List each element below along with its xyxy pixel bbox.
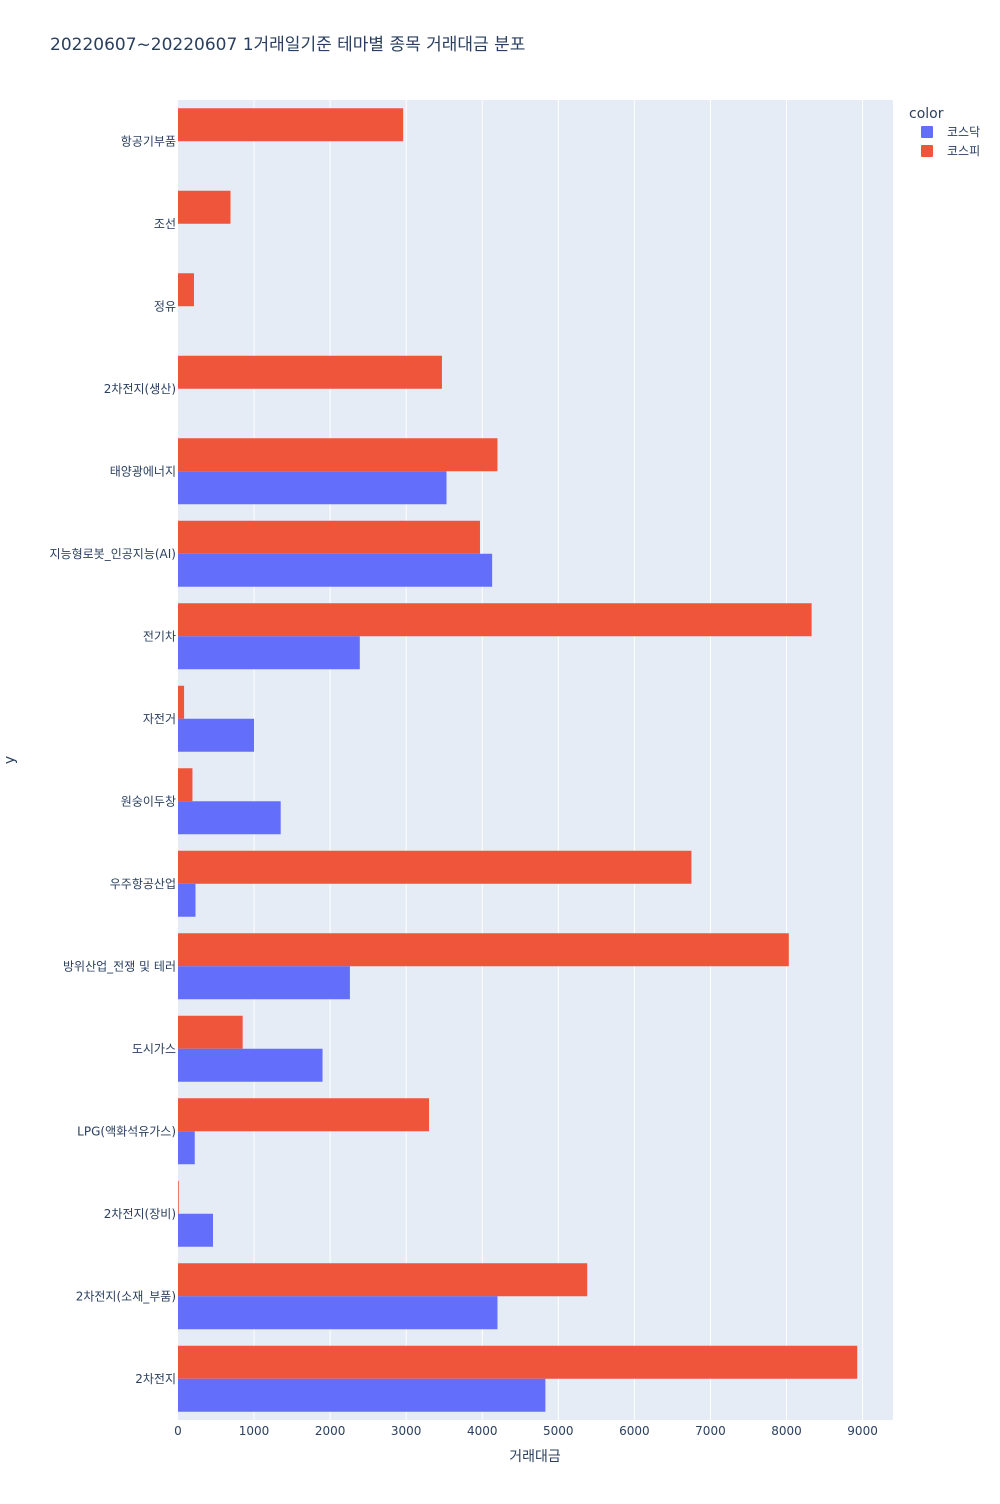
bar-kospi[interactable] — [178, 190, 231, 224]
y-tick-label: 전기차 — [143, 629, 176, 643]
y-tick-label: 우주항공산업 — [110, 877, 176, 891]
bar-kosdaq[interactable] — [178, 553, 493, 587]
bar-kospi[interactable] — [178, 685, 185, 719]
bars — [178, 108, 858, 1412]
legend-swatch-kosdaq — [921, 126, 933, 138]
chart-title: 20220607~20220607 1거래일기준 테마별 종목 거래대금 분포 — [50, 35, 525, 55]
bar-kosdaq[interactable] — [178, 636, 360, 670]
bar-kospi[interactable] — [178, 768, 193, 802]
legend-swatch-kospi — [921, 145, 933, 157]
legend-title: color — [909, 106, 944, 122]
y-tick-label: 방위산업_전쟁 및 테러 — [63, 959, 176, 973]
bar-kospi[interactable] — [178, 603, 812, 637]
x-tick-label: 9000 — [847, 1424, 878, 1438]
x-tick-label: 5000 — [543, 1424, 574, 1438]
plot-area — [178, 100, 893, 1420]
x-tick-label: 0 — [174, 1424, 182, 1438]
y-tick-label: 지능형로봇_인공지능(AI) — [50, 547, 176, 561]
x-tick-label: 8000 — [771, 1424, 802, 1438]
x-tick-label: 2000 — [315, 1424, 346, 1438]
legend-item-kosdaq[interactable]: 코스닥 — [921, 125, 980, 139]
legend-label-kospi: 코스피 — [947, 144, 980, 158]
x-tick-label: 6000 — [619, 1424, 650, 1438]
y-tick-label: 조선 — [154, 217, 176, 231]
bar-kosdaq[interactable] — [178, 966, 350, 1000]
bar-kospi[interactable] — [178, 108, 404, 142]
bar-kospi[interactable] — [178, 273, 194, 307]
y-tick-label: 원숭이두창 — [121, 794, 176, 808]
y-axis-title: y — [2, 756, 18, 764]
bar-kosdaq[interactable] — [178, 801, 281, 835]
x-tick-labels: 0 1000 2000 3000 4000 5000 6000 7000 8000 9000 — [174, 1424, 878, 1438]
bar-kosdaq[interactable] — [178, 1048, 323, 1082]
y-tick-label: 태양광에너지 — [110, 464, 176, 478]
bar-kosdaq[interactable] — [178, 1131, 195, 1165]
y-tick-label: 2차전지(소재_부품) — [76, 1289, 176, 1303]
bar-kosdaq[interactable] — [178, 471, 447, 505]
bar-kospi[interactable] — [178, 850, 692, 884]
bar-kospi[interactable] — [178, 933, 789, 967]
y-tick-label: LPG(액화석유가스) — [77, 1124, 176, 1138]
legend: color 코스닥 코스피 — [909, 106, 980, 158]
legend-item-kospi[interactable]: 코스피 — [921, 144, 980, 158]
bar-kospi[interactable] — [178, 1098, 430, 1132]
x-tick-label: 7000 — [695, 1424, 726, 1438]
bar-kospi[interactable] — [178, 438, 498, 472]
legend-label-kosdaq: 코스닥 — [947, 125, 980, 139]
bar-kospi[interactable] — [178, 520, 480, 554]
bar-kospi[interactable] — [178, 1180, 179, 1214]
x-tick-label: 4000 — [467, 1424, 498, 1438]
y-tick-label: 항공기부품 — [121, 134, 176, 148]
x-axis-title: 거래대금 — [509, 1449, 561, 1465]
y-tick-label: 정유 — [154, 299, 176, 313]
y-tick-label: 도시가스 — [132, 1042, 176, 1056]
bar-kosdaq[interactable] — [178, 1296, 498, 1330]
x-tick-label: 1000 — [239, 1424, 270, 1438]
y-tick-label: 자전거 — [143, 712, 176, 726]
bar-kosdaq[interactable] — [178, 1378, 546, 1412]
gridlines — [253, 100, 864, 1420]
bar-kospi[interactable] — [178, 1345, 858, 1379]
y-tick-label: 2차전지 — [135, 1372, 176, 1386]
bar-kosdaq[interactable] — [178, 1213, 213, 1247]
y-tick-label: 2차전지(생산) — [104, 382, 176, 396]
bar-kospi[interactable] — [178, 1015, 243, 1049]
bar-kospi[interactable] — [178, 1263, 588, 1297]
bar-kosdaq[interactable] — [178, 883, 196, 917]
bar-kosdaq[interactable] — [178, 718, 255, 752]
y-tick-label: 2차전지(장비) — [104, 1207, 176, 1221]
x-tick-label: 3000 — [391, 1424, 422, 1438]
bar-kospi[interactable] — [178, 355, 442, 389]
